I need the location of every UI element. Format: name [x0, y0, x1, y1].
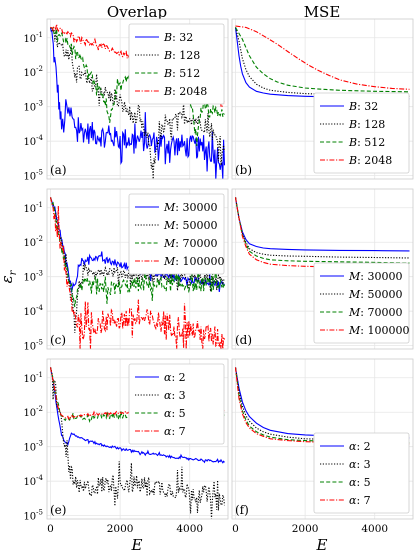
series-line-3: [49, 197, 226, 308]
legend-label: M: 70000: [163, 237, 217, 250]
legend: M: 30000 M: 50000 M: 70000 M: 100000: [313, 262, 410, 344]
series-line-3: [50, 26, 225, 147]
legend-label: B: 32: [348, 100, 378, 113]
panel-f: 0 2000 4000 (f) α: 2 α: 3 α: 5 α: 7: [231, 358, 414, 535]
legend-box: [128, 363, 225, 445]
legend-label: B: 128: [348, 118, 385, 131]
legend-label: α: 5: [349, 476, 371, 489]
y-tick-label: 10-4: [23, 134, 43, 148]
series-line-2: [49, 367, 226, 519]
panel-label: (a): [50, 163, 67, 177]
legend: α: 2 α: 3 α: 5 α: 7: [128, 363, 225, 445]
x-tick-label: 2000: [292, 523, 319, 535]
plot-frame: [231, 188, 414, 350]
panels: 10-1 10-2 10-3 10-4 10-5 (a) B: 32 B: 128 B: 512…: [23, 18, 414, 535]
y-axis-label-text: εr: [0, 269, 19, 283]
plot-frame: [46, 358, 229, 520]
series-line-3: [234, 197, 410, 264]
legend-label: B: 512: [163, 67, 200, 80]
panel-label: (b): [235, 163, 252, 177]
x-axis-label-left: E: [131, 536, 143, 554]
legend-label: α: 7: [164, 425, 186, 438]
legend: α: 2 α: 3 α: 5 α: 7: [313, 432, 410, 514]
y-tick-label: 10-5: [23, 169, 43, 183]
y-tick-label: 10-1: [23, 371, 43, 385]
y-tick-label: 10-3: [23, 270, 43, 284]
legend-label: B: 512: [348, 136, 385, 149]
legend-label: α: 5: [164, 407, 186, 420]
x-tick-label: 2000: [107, 523, 134, 535]
y-tick-label: 10-1: [23, 201, 43, 215]
panel-label: (c): [50, 333, 66, 347]
plot-frame: [46, 188, 229, 350]
legend-label: M: 100000: [348, 324, 409, 337]
panel-a: 10-1 10-2 10-3 10-4 10-5 (a) B: 32 B: 128 B: 512…: [23, 18, 229, 183]
legend-label: M: 100000: [163, 255, 224, 268]
legend-label: α: 2: [349, 440, 371, 453]
plot-frame: [231, 358, 414, 520]
legend-label: M: 30000: [163, 201, 217, 214]
legend: B: 32 B: 128 B: 512 B: 2048: [313, 92, 410, 174]
plot-frame: [46, 18, 229, 180]
legend-label: M: 50000: [348, 288, 402, 301]
x-tick-label: 0: [47, 523, 54, 535]
y-tick-label: 10-3: [23, 440, 43, 454]
panel-label: (d): [235, 333, 252, 347]
y-tick-label: 10-1: [23, 31, 43, 45]
legend-label: M: 50000: [163, 219, 217, 232]
x-axis-label-right: E: [316, 536, 328, 554]
y-tick-label: 10-3: [23, 100, 43, 114]
x-tick-label: 4000: [176, 523, 203, 535]
legend-label: α: 3: [164, 389, 186, 402]
legend-label: M: 70000: [348, 306, 402, 319]
series-line-1: [49, 27, 226, 179]
series-line-3: [235, 27, 410, 93]
series-line-4: [235, 25, 410, 90]
panel-b: (b) B: 32 B: 128 B: 512 B: 2048: [231, 18, 414, 180]
legend-box: [313, 432, 410, 514]
y-axis-label: εr: [0, 269, 19, 283]
y-tick-label: 10-2: [23, 405, 43, 419]
legend-box: [313, 92, 410, 174]
series-line-2: [234, 197, 410, 259]
legend-box: [313, 262, 410, 344]
panel-label: (e): [50, 503, 66, 517]
plot-frame: [231, 18, 414, 180]
legend-label: α: 7: [349, 494, 371, 507]
y-tick-label: 10-2: [23, 235, 43, 249]
y-tick-label: 10-4: [23, 304, 43, 318]
panel-d: (d) M: 30000 M: 50000 M: 70000 M: 100000: [231, 188, 414, 350]
panel-e: 10-1 10-2 10-3 10-4 10-5 0 2000 4000 (e) α: 2 α: 3…: [23, 358, 229, 535]
legend: M: 30000 M: 50000 M: 70000 M: 100000: [128, 193, 225, 275]
legend-box: [128, 23, 225, 105]
legend-label: B: 2048: [163, 85, 207, 98]
legend-label: B: 2048: [348, 154, 392, 167]
legend-label: M: 30000: [348, 270, 402, 283]
panel-label: (f): [235, 503, 249, 517]
x-tick-label: 4000: [361, 523, 388, 535]
legend-label: α: 2: [164, 371, 186, 384]
y-tick-label: 10-4: [23, 474, 43, 488]
column-title-mse: MSE: [304, 3, 341, 21]
legend-label: B: 32: [163, 31, 193, 44]
y-tick-label: 10-5: [23, 339, 43, 353]
legend-label: B: 128: [163, 49, 200, 62]
x-tick-label: 0: [232, 523, 239, 535]
series-line-4: [49, 197, 226, 349]
y-tick-label: 10-2: [23, 65, 43, 79]
legend-label: α: 3: [349, 458, 371, 471]
column-title-overlap: Overlap: [107, 3, 167, 21]
series-line-2: [50, 27, 226, 179]
series-line-1: [49, 367, 225, 464]
y-tick-label: 10-5: [23, 509, 43, 523]
legend-box: [128, 193, 225, 275]
legend: B: 32 B: 128 B: 512 B: 2048: [128, 23, 225, 105]
series-group: [234, 197, 410, 269]
